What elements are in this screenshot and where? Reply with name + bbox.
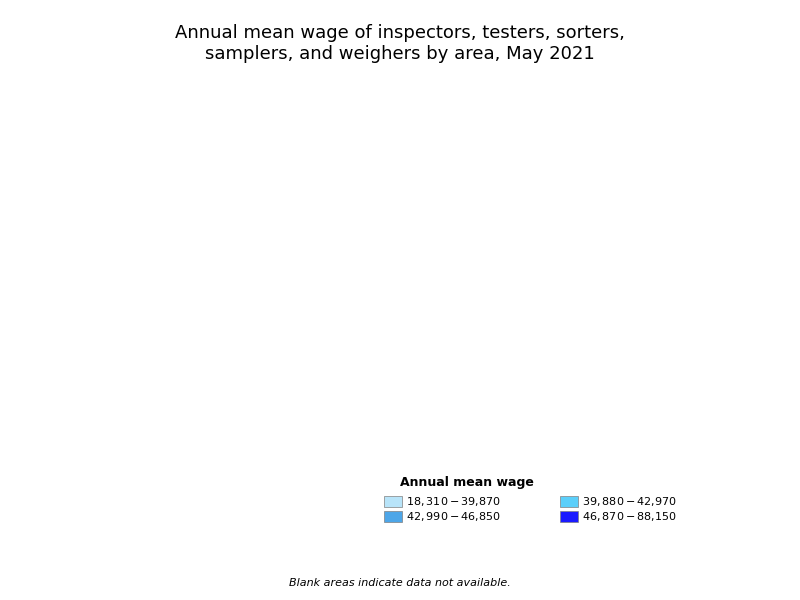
- Text: Annual mean wage of inspectors, testers, sorters,
samplers, and weighers by area: Annual mean wage of inspectors, testers,…: [175, 24, 625, 63]
- Text: $39,880 - $42,970: $39,880 - $42,970: [582, 495, 677, 508]
- Text: $18,310 - $39,870: $18,310 - $39,870: [406, 495, 501, 508]
- Text: $46,870 - $88,150: $46,870 - $88,150: [582, 510, 677, 523]
- Text: Annual mean wage: Annual mean wage: [400, 476, 534, 489]
- Text: $42,990 - $46,850: $42,990 - $46,850: [406, 510, 501, 523]
- Text: Blank areas indicate data not available.: Blank areas indicate data not available.: [289, 578, 511, 588]
